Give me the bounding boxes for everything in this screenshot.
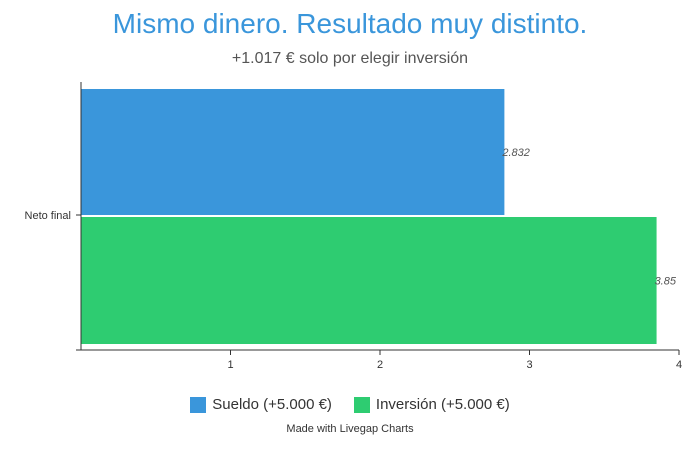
x-tick-label-2: 2: [377, 359, 383, 371]
legend-label-sueldo: Sueldo (+5.000 €): [212, 396, 332, 413]
data-label-inversion: 3.85: [655, 276, 677, 288]
legend-item-sueldo[interactable]: Sueldo (+5.000 €): [190, 396, 332, 413]
legend-swatch-inversion: [353, 396, 370, 413]
bar-inversion[interactable]: [81, 217, 657, 344]
category-label: Neto final: [25, 210, 71, 222]
legend-item-inversion[interactable]: Inversión (+5.000 €): [353, 396, 510, 413]
legend: Sueldo (+5.000 €) Inversión (+5.000 €): [0, 396, 700, 413]
chart-title: Mismo dinero. Resultado muy distinto.: [112, 8, 588, 39]
bar-sueldo[interactable]: [81, 89, 505, 215]
data-label-sueldo: 2.832: [501, 147, 530, 159]
legend-label-inversion: Inversión (+5.000 €): [375, 396, 510, 413]
x-tick-label-4: 4: [676, 359, 682, 371]
x-tick-label-3: 3: [526, 359, 532, 371]
chart-subtitle: +1.017 € solo por elegir inversión: [231, 50, 469, 67]
x-tick-label-1: 1: [227, 359, 233, 371]
credit-text: Made with Livegap Charts: [286, 423, 414, 435]
legend-swatch-sueldo: [190, 396, 207, 413]
